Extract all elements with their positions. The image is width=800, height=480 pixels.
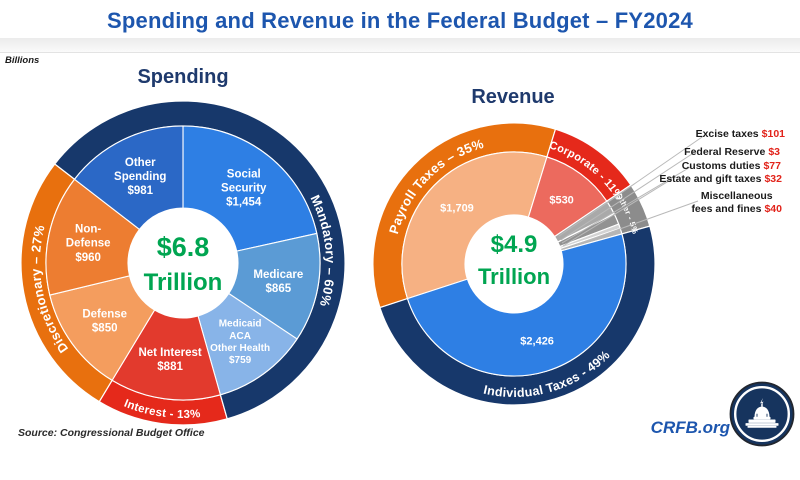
callout-leader-line xyxy=(563,200,699,250)
corporate-label: $530 xyxy=(549,195,573,207)
logo-outer-rim xyxy=(729,381,795,447)
individual-taxes-segment xyxy=(406,233,627,377)
capitol-icon xyxy=(729,381,795,447)
callout-label: Excise taxes xyxy=(695,128,759,140)
non-defense-label: Non-Defense $960 xyxy=(66,224,111,264)
callout-excise-taxes: Excise taxes $101 xyxy=(696,128,785,141)
callout-leader-line xyxy=(561,165,693,244)
callout-value: $40 xyxy=(764,203,782,215)
callout-value: $77 xyxy=(763,160,781,172)
callout-leader-line xyxy=(560,151,696,241)
callout-label-line1: Miscellaneous xyxy=(700,190,773,202)
defense-label: Defense $850 xyxy=(82,308,127,334)
social-security-label: Social Security $1,454 xyxy=(221,168,267,208)
capitol-columns xyxy=(749,413,775,417)
source-note: Source: Congressional Budget Office xyxy=(18,427,205,439)
callout-customs-duties: Customs duties $77 xyxy=(682,160,781,173)
revenue-total-value: $4.9 xyxy=(491,231,538,258)
header-divider-band xyxy=(0,38,800,53)
callout-label-line2: fees and fines xyxy=(691,203,762,215)
payroll-taxes-segment xyxy=(401,151,548,300)
capitol-building xyxy=(745,398,779,428)
crfb-org-link[interactable]: CRFB.org xyxy=(650,418,730,437)
revenue-total-unit: Trillion xyxy=(478,264,550,289)
net-interest-label: Net Interest $881 xyxy=(138,347,201,373)
logo-inner-ring xyxy=(734,386,790,442)
payroll-taxes-label: $1,709 xyxy=(440,203,474,215)
callout-value: $32 xyxy=(764,173,782,185)
callout-value: $3 xyxy=(768,146,780,158)
callout-leader-line xyxy=(558,134,706,237)
spending-total-unit: Trillion xyxy=(144,269,223,296)
revenue-donut-chart: Payroll Taxes – 35% Corporate - 11%Other … xyxy=(372,122,706,406)
other-spending-segment xyxy=(73,125,184,231)
spending-donut-chart: Interest - 13%Discretionary – 27%Mandato… xyxy=(20,100,346,426)
callout-label: Customs duties xyxy=(681,160,761,172)
non-defense-segment xyxy=(45,178,141,296)
callout-federal-reserve: Federal Reserve $3 xyxy=(684,146,780,159)
revenue-chart-title: Revenue xyxy=(471,86,555,108)
callout-value: $101 xyxy=(761,128,785,140)
spending-total-value: $6.8 xyxy=(157,232,210,262)
other-spending-label: Other Spending $981 xyxy=(114,157,166,197)
individual-taxes-label: $2,426 xyxy=(520,335,554,347)
callout-leader-line xyxy=(562,178,673,247)
callout-label: Estate and gift taxes xyxy=(659,173,762,185)
medicaid-aca-other-health-label: Medicaid ACA Other Health $759 xyxy=(210,319,270,367)
medicare-label: Medicare $865 xyxy=(253,269,303,295)
callout-miscellaneous-fees: Miscellaneous fees and fines $40 xyxy=(691,190,782,216)
spending-chart-title: Spending xyxy=(137,66,229,88)
page-title: Spending and Revenue in the Federal Budg… xyxy=(107,8,693,33)
callout-estate-gift-taxes: Estate and gift taxes $32 xyxy=(659,173,782,186)
units-note: Billions xyxy=(5,55,40,66)
social-security-segment xyxy=(182,125,318,252)
callout-label: Federal Reserve xyxy=(684,146,766,158)
